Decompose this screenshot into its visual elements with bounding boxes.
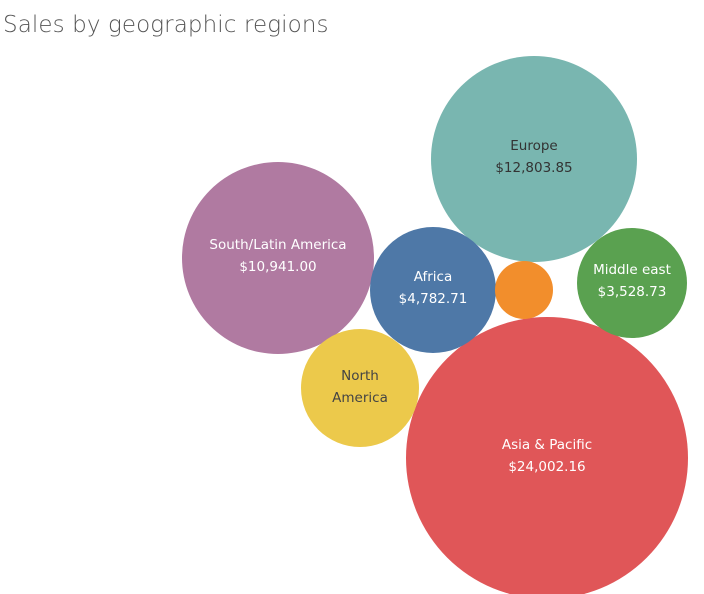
bubble-unlabeled[interactable] xyxy=(495,261,553,319)
bubble-africa[interactable] xyxy=(370,227,496,353)
chart-title: Sales by geographic regions xyxy=(3,12,329,38)
bubble-south-latin-america[interactable] xyxy=(182,162,374,354)
bubble-north-america[interactable] xyxy=(301,329,419,447)
bubble-europe[interactable] xyxy=(431,56,637,262)
bubble-middle-east[interactable] xyxy=(577,228,687,338)
bubble-asia-pacific[interactable] xyxy=(406,317,688,594)
